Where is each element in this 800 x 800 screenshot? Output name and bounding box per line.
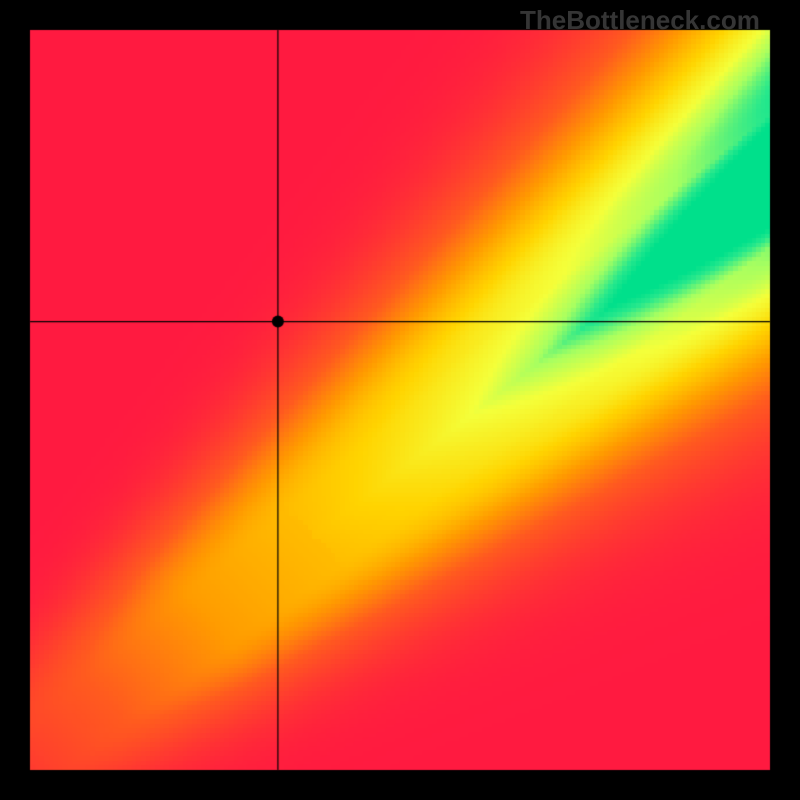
watermark-text: TheBottleneck.com [520,5,760,36]
chart-container: TheBottleneck.com [0,0,800,800]
crosshair-overlay [0,0,800,800]
